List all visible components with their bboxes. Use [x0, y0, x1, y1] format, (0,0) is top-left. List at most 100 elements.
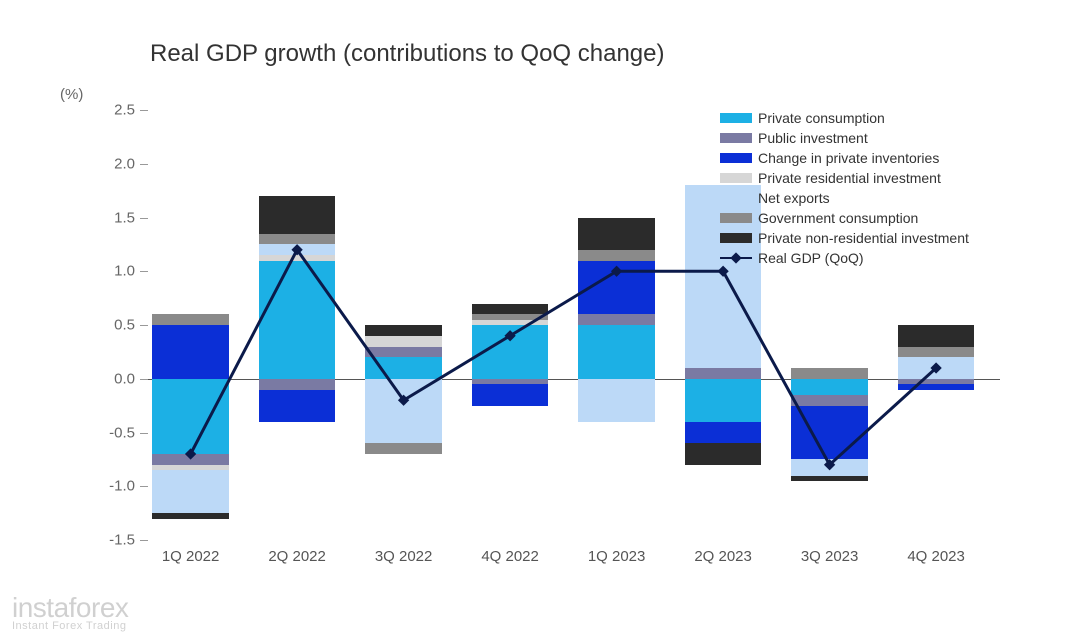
ytick-label: -0.5	[109, 424, 135, 441]
bar-segment	[898, 325, 975, 347]
legend-item: Change in private inventories	[720, 148, 1010, 168]
ytick-mark	[140, 486, 148, 487]
chart-container: Real GDP growth (contributions to QoQ ch…	[90, 40, 1030, 600]
legend-label: Change in private inventories	[758, 150, 939, 166]
bar-segment	[685, 379, 762, 422]
xtick-label: 3Q 2023	[801, 548, 859, 565]
ytick-mark	[140, 379, 148, 380]
legend-item: Real GDP (QoQ)	[720, 248, 1010, 268]
legend-line-swatch	[720, 250, 752, 266]
bar-segment	[365, 347, 442, 358]
bar-segment	[259, 196, 336, 234]
bar-segment	[152, 513, 229, 518]
xtick-label: 2Q 2023	[694, 548, 752, 565]
bar-segment	[472, 384, 549, 406]
watermark-sub: Instant Forex Trading	[12, 620, 128, 632]
legend-label: Public investment	[758, 130, 868, 146]
bar-segment	[898, 384, 975, 389]
ytick-label: 0.0	[114, 370, 135, 387]
ytick-mark	[140, 110, 148, 111]
bar-segment	[152, 470, 229, 513]
ytick-label: 1.5	[114, 209, 135, 226]
legend-label: Net exports	[758, 190, 830, 206]
bar-segment	[152, 325, 229, 379]
ytick-label: 2.0	[114, 155, 135, 172]
bar-segment	[685, 368, 762, 379]
bar-segment	[791, 379, 868, 395]
bar-segment	[152, 314, 229, 325]
ytick-mark	[140, 271, 148, 272]
legend-swatch	[720, 173, 752, 183]
y-axis-label: (%)	[60, 86, 83, 103]
ytick-mark	[140, 325, 148, 326]
bar-group	[259, 110, 336, 540]
legend-item: Private non-residential investment	[720, 228, 1010, 248]
bar-group	[578, 110, 655, 540]
legend-item: Private residential investment	[720, 168, 1010, 188]
bar-segment	[578, 218, 655, 250]
bar-segment	[898, 357, 975, 379]
legend-label: Real GDP (QoQ)	[758, 250, 864, 266]
xtick-label: 4Q 2023	[907, 548, 965, 565]
bar-segment	[685, 443, 762, 465]
bar-segment	[578, 261, 655, 315]
ytick-label: -1.5	[109, 532, 135, 549]
bar-segment	[472, 325, 549, 379]
legend-item: Private consumption	[720, 108, 1010, 128]
bar-segment	[472, 314, 549, 319]
legend-label: Private consumption	[758, 110, 885, 126]
legend-label: Private residential investment	[758, 170, 941, 186]
bar-segment	[259, 261, 336, 379]
legend: Private consumption Public investment Chan…	[720, 108, 1010, 268]
ytick-label: -1.0	[109, 478, 135, 495]
bar-segment	[259, 379, 336, 390]
ytick-mark	[140, 164, 148, 165]
legend-item: Public investment	[720, 128, 1010, 148]
ytick-mark	[140, 218, 148, 219]
bar-segment	[152, 379, 229, 454]
bar-segment	[365, 336, 442, 347]
xtick-label: 1Q 2022	[162, 548, 220, 565]
legend-swatch	[720, 233, 752, 243]
bar-segment	[578, 325, 655, 379]
xtick-label: 2Q 2022	[268, 548, 326, 565]
bar-segment	[791, 476, 868, 481]
bar-segment	[365, 357, 442, 379]
chart-title: Real GDP growth (contributions to QoQ ch…	[150, 40, 664, 68]
legend-swatch	[720, 133, 752, 143]
bar-segment	[578, 314, 655, 325]
bar-segment	[365, 325, 442, 336]
bar-segment	[259, 234, 336, 245]
bar-segment	[898, 347, 975, 358]
xtick-label: 4Q 2022	[481, 548, 539, 565]
bar-segment	[685, 422, 762, 444]
bar-segment	[472, 304, 549, 315]
bar-segment	[578, 250, 655, 261]
bar-segment	[259, 255, 336, 260]
xtick-label: 1Q 2023	[588, 548, 646, 565]
bar-group	[365, 110, 442, 540]
bar-group	[152, 110, 229, 540]
legend-label: Government consumption	[758, 210, 918, 226]
bar-segment	[365, 379, 442, 444]
bar-segment	[365, 443, 442, 454]
ytick-mark	[140, 433, 148, 434]
legend-swatch	[720, 113, 752, 123]
xtick-label: 3Q 2022	[375, 548, 433, 565]
bar-segment	[472, 320, 549, 325]
ytick-label: 1.0	[114, 263, 135, 280]
watermark-logo: instaforex Instant Forex Trading	[12, 592, 128, 632]
ytick-label: 0.5	[114, 317, 135, 334]
bar-segment	[791, 406, 868, 460]
legend-swatch	[720, 213, 752, 223]
bar-segment	[259, 244, 336, 255]
legend-item: Net exports	[720, 188, 1010, 208]
legend-item: Government consumption	[720, 208, 1010, 228]
bar-segment	[152, 454, 229, 465]
bar-segment	[791, 459, 868, 475]
bar-segment	[259, 390, 336, 422]
bar-segment	[578, 379, 655, 422]
bar-group	[472, 110, 549, 540]
bar-segment	[791, 368, 868, 379]
ytick-mark	[140, 540, 148, 541]
